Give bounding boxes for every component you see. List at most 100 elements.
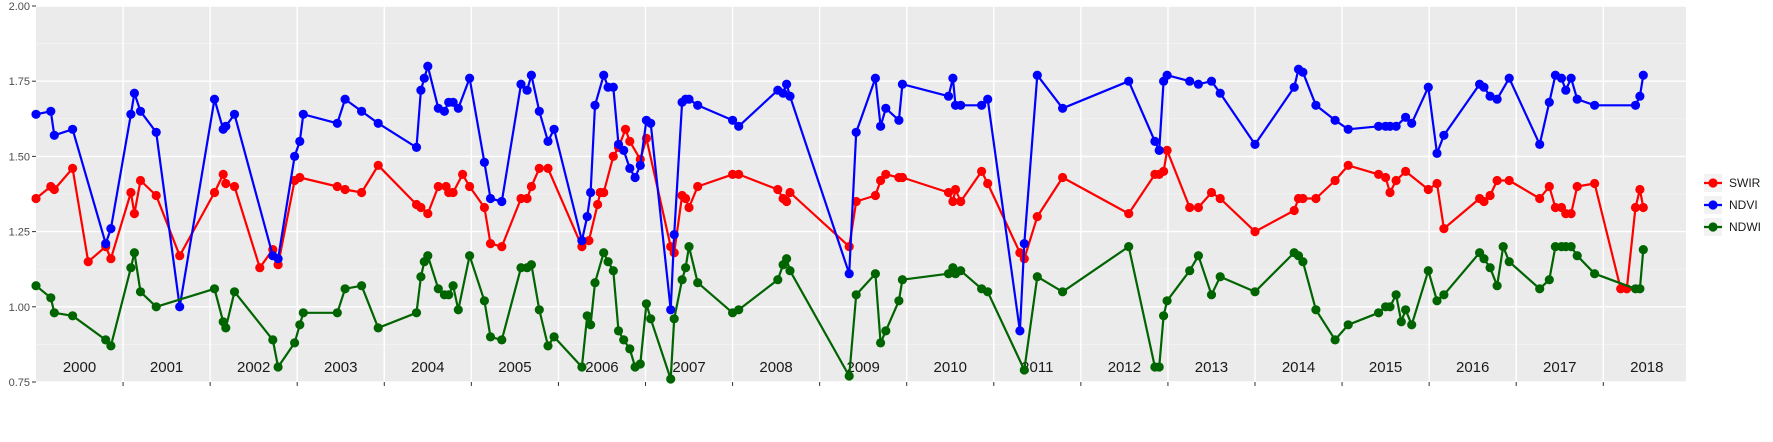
swir-point (175, 251, 185, 261)
ndwi-point (603, 257, 613, 267)
swir-point (49, 184, 59, 195)
ndvi-point (1492, 94, 1502, 104)
ndwi-point (1162, 296, 1172, 306)
y-axis: 0.75 1.00 1.25 1.50 1.75 2.00 (9, 1, 36, 389)
series-ndwi (31, 242, 1648, 384)
swir-point (1058, 172, 1068, 183)
ndvi-point (582, 212, 592, 222)
year-label: 2011 (1021, 359, 1053, 376)
ndvi-point (175, 302, 185, 312)
swir-point (373, 160, 383, 170)
ndvi-point (1504, 73, 1514, 83)
year-label: 2016 (1456, 359, 1489, 376)
ndwi-point (485, 332, 496, 342)
ndvi-point (1154, 145, 1164, 155)
swir-point (948, 196, 958, 207)
ndwi-point (411, 308, 422, 318)
ndvi-point (1330, 115, 1340, 125)
swir-point (1566, 209, 1576, 219)
ndvi-point (608, 82, 618, 92)
ndwi-point (209, 284, 220, 294)
ndvi-point (273, 254, 283, 264)
year-label: 2007 (672, 359, 705, 376)
ndwi-point (298, 308, 308, 318)
ndvi-point (734, 121, 744, 131)
swir-point (151, 190, 161, 201)
ndvi-point (977, 100, 987, 110)
swir-point (1159, 166, 1169, 176)
ndvi-point (106, 224, 116, 234)
ndwi-point (599, 248, 609, 258)
ndvi-point (1544, 97, 1554, 107)
swir-point (599, 187, 609, 198)
ndwi-point (340, 284, 350, 294)
ndwi-point (526, 260, 537, 270)
ndvi-point (135, 106, 146, 116)
swir-point (221, 178, 231, 189)
swir-point (465, 181, 475, 192)
ndwi-point (549, 332, 559, 342)
ndvi-point (373, 118, 383, 128)
ndwi-point (151, 302, 161, 312)
ndvi-point (1401, 112, 1411, 122)
y-tick-label: 1.25 (9, 227, 30, 239)
ndwi-point (1401, 305, 1411, 315)
ndvi-point (357, 106, 367, 116)
ndvi-point (684, 94, 694, 104)
ndwi-point (1385, 302, 1395, 312)
ndvi-point (439, 106, 449, 116)
ndwi-point (1504, 257, 1514, 267)
swir-point (83, 257, 93, 267)
swir-point (1330, 175, 1340, 186)
swir-point (681, 193, 691, 204)
ndwi-point (608, 266, 618, 276)
ndwi-point (1485, 263, 1495, 273)
ndwi-point (268, 335, 278, 345)
swir-point (785, 187, 795, 198)
ndwi-point (582, 311, 592, 321)
ndwi-point (881, 326, 891, 336)
ndwi-point (479, 296, 489, 306)
ndvi-point (49, 130, 59, 140)
swir-point (458, 169, 468, 179)
ndvi-point (1485, 91, 1495, 101)
ndvi-point (870, 73, 881, 83)
swir-point (534, 163, 544, 173)
ndvi-point (1374, 121, 1384, 131)
ndvi-point (948, 73, 958, 83)
ndvi-point (1150, 136, 1160, 146)
swir-point (1423, 184, 1433, 195)
ndwi-point (106, 341, 116, 351)
swir-point (497, 242, 507, 252)
ndvi-point (586, 187, 596, 198)
ndwi-point (1590, 269, 1600, 279)
ndwi-point (1572, 251, 1582, 261)
ndwi-point (1492, 281, 1502, 291)
swir-point (1590, 178, 1600, 189)
ndvi-point (876, 121, 886, 131)
ndwi-point (677, 275, 687, 285)
ndvi-point (543, 136, 553, 146)
legend: SWIR NDVI NDWI (1704, 174, 1761, 236)
swir-point (485, 239, 496, 249)
ndwi-point (1193, 251, 1203, 261)
year-label: 2006 (585, 359, 618, 376)
ndvi-point (1635, 91, 1645, 101)
ndwi-point (1544, 275, 1554, 285)
ndvi-point (453, 103, 463, 113)
legend-label: NDWI (1729, 220, 1761, 234)
ndwi-point (684, 242, 694, 252)
swir-point (31, 193, 41, 204)
swir-point (1185, 202, 1195, 213)
ndwi-point (534, 305, 544, 315)
ndwi-point (1215, 272, 1225, 282)
ndvi-point (590, 100, 600, 110)
ndwi-point (1423, 266, 1433, 276)
year-label: 2015 (1369, 359, 1402, 376)
swir-point (423, 209, 433, 219)
swir-point (608, 151, 618, 161)
ndwi-point (1124, 242, 1134, 252)
ndvi-point (526, 70, 537, 80)
ndvi-point (1298, 67, 1308, 77)
ndvi-point (1572, 94, 1582, 104)
